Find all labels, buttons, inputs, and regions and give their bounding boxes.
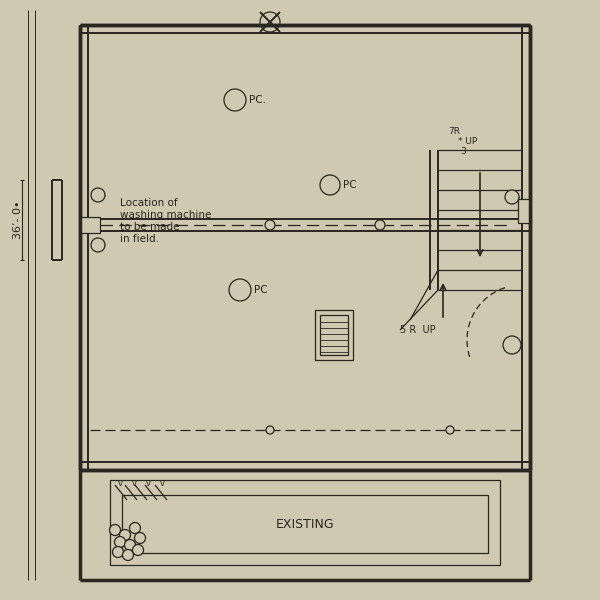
Circle shape (133, 545, 143, 556)
Circle shape (503, 336, 521, 354)
Text: v: v (146, 479, 151, 488)
Circle shape (91, 238, 105, 252)
Circle shape (224, 89, 246, 111)
Text: to be made: to be made (120, 222, 179, 232)
Text: 7R: 7R (448, 127, 460, 136)
Text: 5 R  UP: 5 R UP (400, 325, 436, 335)
Text: v: v (160, 479, 165, 488)
Bar (122, 495, 488, 553)
Bar (518, 199, 530, 223)
Text: 36’- 0•: 36’- 0• (13, 201, 23, 239)
Bar (320, 315, 348, 355)
Text: Location of: Location of (120, 198, 178, 208)
Circle shape (119, 529, 131, 541)
Circle shape (375, 220, 385, 230)
Circle shape (113, 547, 124, 557)
Bar (80, 217, 100, 233)
Bar (110, 480, 500, 565)
Circle shape (265, 220, 275, 230)
Bar (315, 310, 353, 360)
Text: v: v (132, 479, 137, 488)
Circle shape (122, 550, 133, 560)
Circle shape (134, 533, 146, 544)
Circle shape (115, 536, 125, 547)
Circle shape (110, 524, 121, 535)
Circle shape (229, 279, 251, 301)
Circle shape (266, 426, 274, 434)
Text: washing machine: washing machine (120, 210, 211, 220)
Circle shape (130, 523, 140, 533)
Text: 3: 3 (460, 148, 466, 157)
Text: PC: PC (254, 285, 268, 295)
Text: PC.: PC. (249, 95, 266, 105)
Circle shape (125, 539, 136, 551)
Text: v: v (118, 479, 123, 488)
Text: EXISTING: EXISTING (275, 518, 334, 532)
Text: PC: PC (343, 180, 356, 190)
Circle shape (320, 175, 340, 195)
Circle shape (446, 426, 454, 434)
Circle shape (505, 190, 519, 204)
Text: * UP: * UP (458, 137, 477, 146)
Circle shape (91, 188, 105, 202)
Text: in field.: in field. (120, 234, 159, 244)
